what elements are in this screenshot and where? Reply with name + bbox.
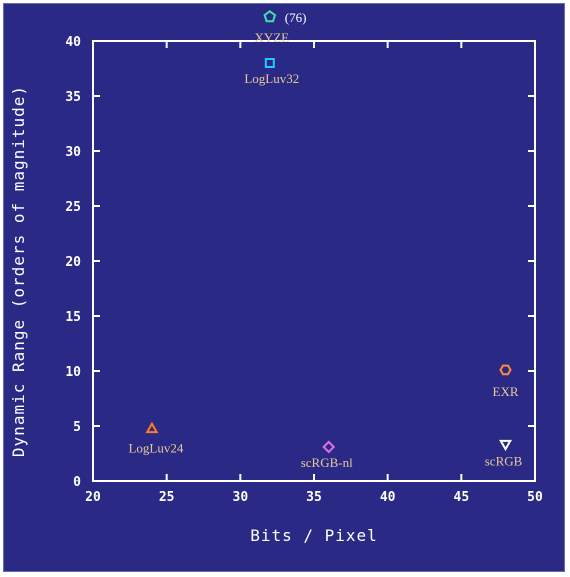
point-exr-marker: [499, 364, 512, 376]
chart-frame: 20 25 30 35 40 45 50 0 5 10 15 20 25 30 35 40 XYZE (76) L…: [3, 3, 565, 572]
point-label: scRGB-nl: [301, 455, 353, 470]
x-tick-label: 40: [380, 490, 396, 505]
point-note: (76): [285, 10, 307, 25]
x-axis-title: Bits / Pixel: [250, 526, 378, 545]
x-tick-label: 45: [454, 490, 470, 505]
y-tick-label: 10: [65, 365, 81, 380]
y-tick-label: 20: [65, 255, 81, 270]
x-tick-label: 30: [233, 490, 249, 505]
y-tick-label: 0: [73, 475, 81, 490]
axis-tick-labels: 20 25 30 35 40 45 50 0 5 10 15 20 25 30 35 40: [65, 35, 543, 505]
point-scrgb-nl-marker: [322, 440, 336, 454]
point-label: LogLuv24: [128, 440, 183, 455]
data-points: XYZE (76) LogLuv32 EXR LogLuv24 scRGB-nl scRGB: [128, 10, 522, 470]
point-label: LogLuv32: [244, 71, 299, 86]
point-logluv24-marker: [145, 421, 159, 434]
x-tick-label: 25: [159, 490, 175, 505]
y-axis-title: Dynamic Range (orders of magnitude): [9, 85, 28, 457]
y-tick-label: 5: [73, 420, 81, 435]
x-tick-label: 50: [527, 490, 543, 505]
y-tick-label: 35: [65, 90, 81, 105]
point-logluv32-marker: [264, 58, 275, 68]
scatter-chart: 20 25 30 35 40 45 50 0 5 10 15 20 25 30 35 40 XYZE (76) L…: [9, 10, 543, 545]
x-tick-label: 20: [85, 490, 101, 505]
y-tick-label: 30: [65, 145, 81, 160]
axis-ticks: [92, 40, 536, 482]
point-label: scRGB: [485, 454, 523, 469]
point-scrgb-marker: [499, 439, 513, 452]
x-tick-label: 35: [306, 490, 322, 505]
point-xyze-marker: [263, 10, 277, 23]
plot-area: [92, 40, 536, 482]
point-label: XYZE: [254, 30, 289, 45]
point-label: EXR: [493, 384, 519, 399]
y-tick-label: 25: [65, 200, 81, 215]
y-tick-label: 15: [65, 310, 81, 325]
y-tick-label: 40: [65, 35, 81, 50]
